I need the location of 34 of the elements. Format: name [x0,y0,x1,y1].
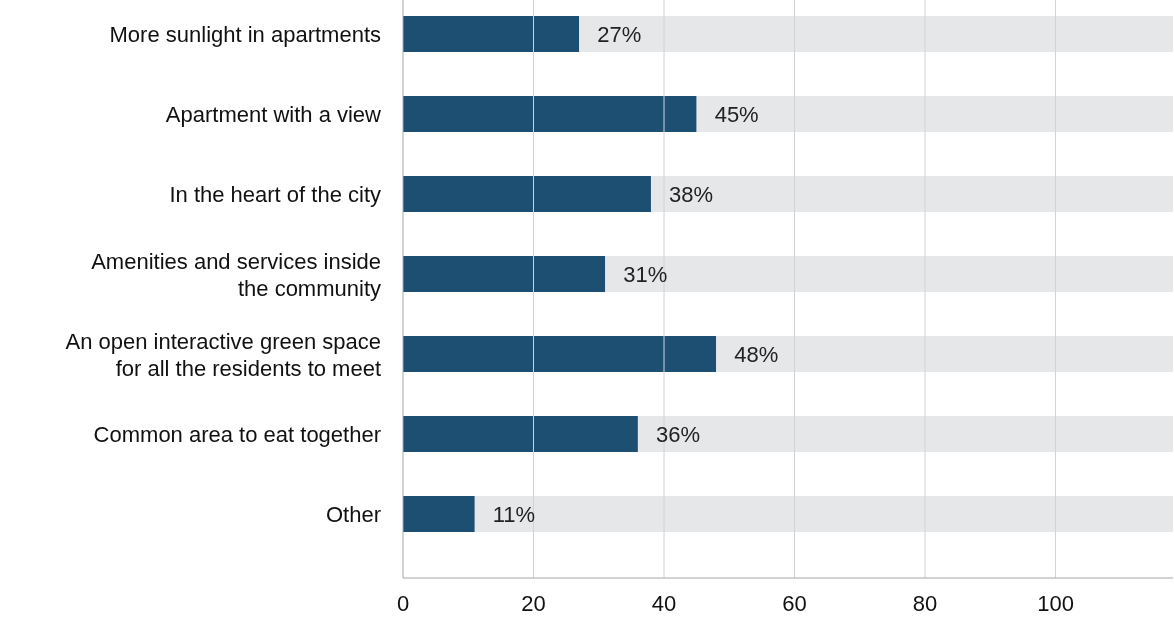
bar [403,16,580,52]
bar [716,336,1173,372]
bar [403,176,651,212]
x-tick-label: 40 [651,591,677,616]
data-label: 11% [492,502,536,527]
data-label: 36% [655,422,700,447]
y-tick-label: In the heart of the city [169,182,381,207]
data-label: 27% [597,22,642,47]
data-label: 38% [668,182,714,207]
x-tick-label: 20 [521,591,546,616]
x-tick-label: 100 [1037,591,1074,616]
bar [579,16,1173,52]
bar [403,496,475,532]
bar [403,256,606,292]
bar [605,256,1173,292]
y-tick-label: Amenities and services inside the community [91,249,381,301]
bar [650,176,1173,212]
x-tick-label: 0 [396,591,410,616]
bar [696,96,1173,132]
y-tick-label: Apartment with a view [165,102,382,127]
data-label: 48% [734,342,779,367]
bar [403,96,697,132]
y-tick-label: More sunlight in apartments [109,22,381,47]
bar [474,496,1173,532]
x-tick-label: 60 [782,591,807,616]
y-tick-label: An open interactive green space for all the residents to meet [65,329,381,381]
bar [403,416,638,452]
bar [637,416,1173,452]
bar [403,336,717,372]
data-label: 45% [714,102,759,127]
data-label: 31% [623,262,668,287]
y-tick-label: Common area to eat together [93,422,381,447]
x-tick-label: 80 [912,591,938,616]
y-tick-label: Other [325,502,381,527]
